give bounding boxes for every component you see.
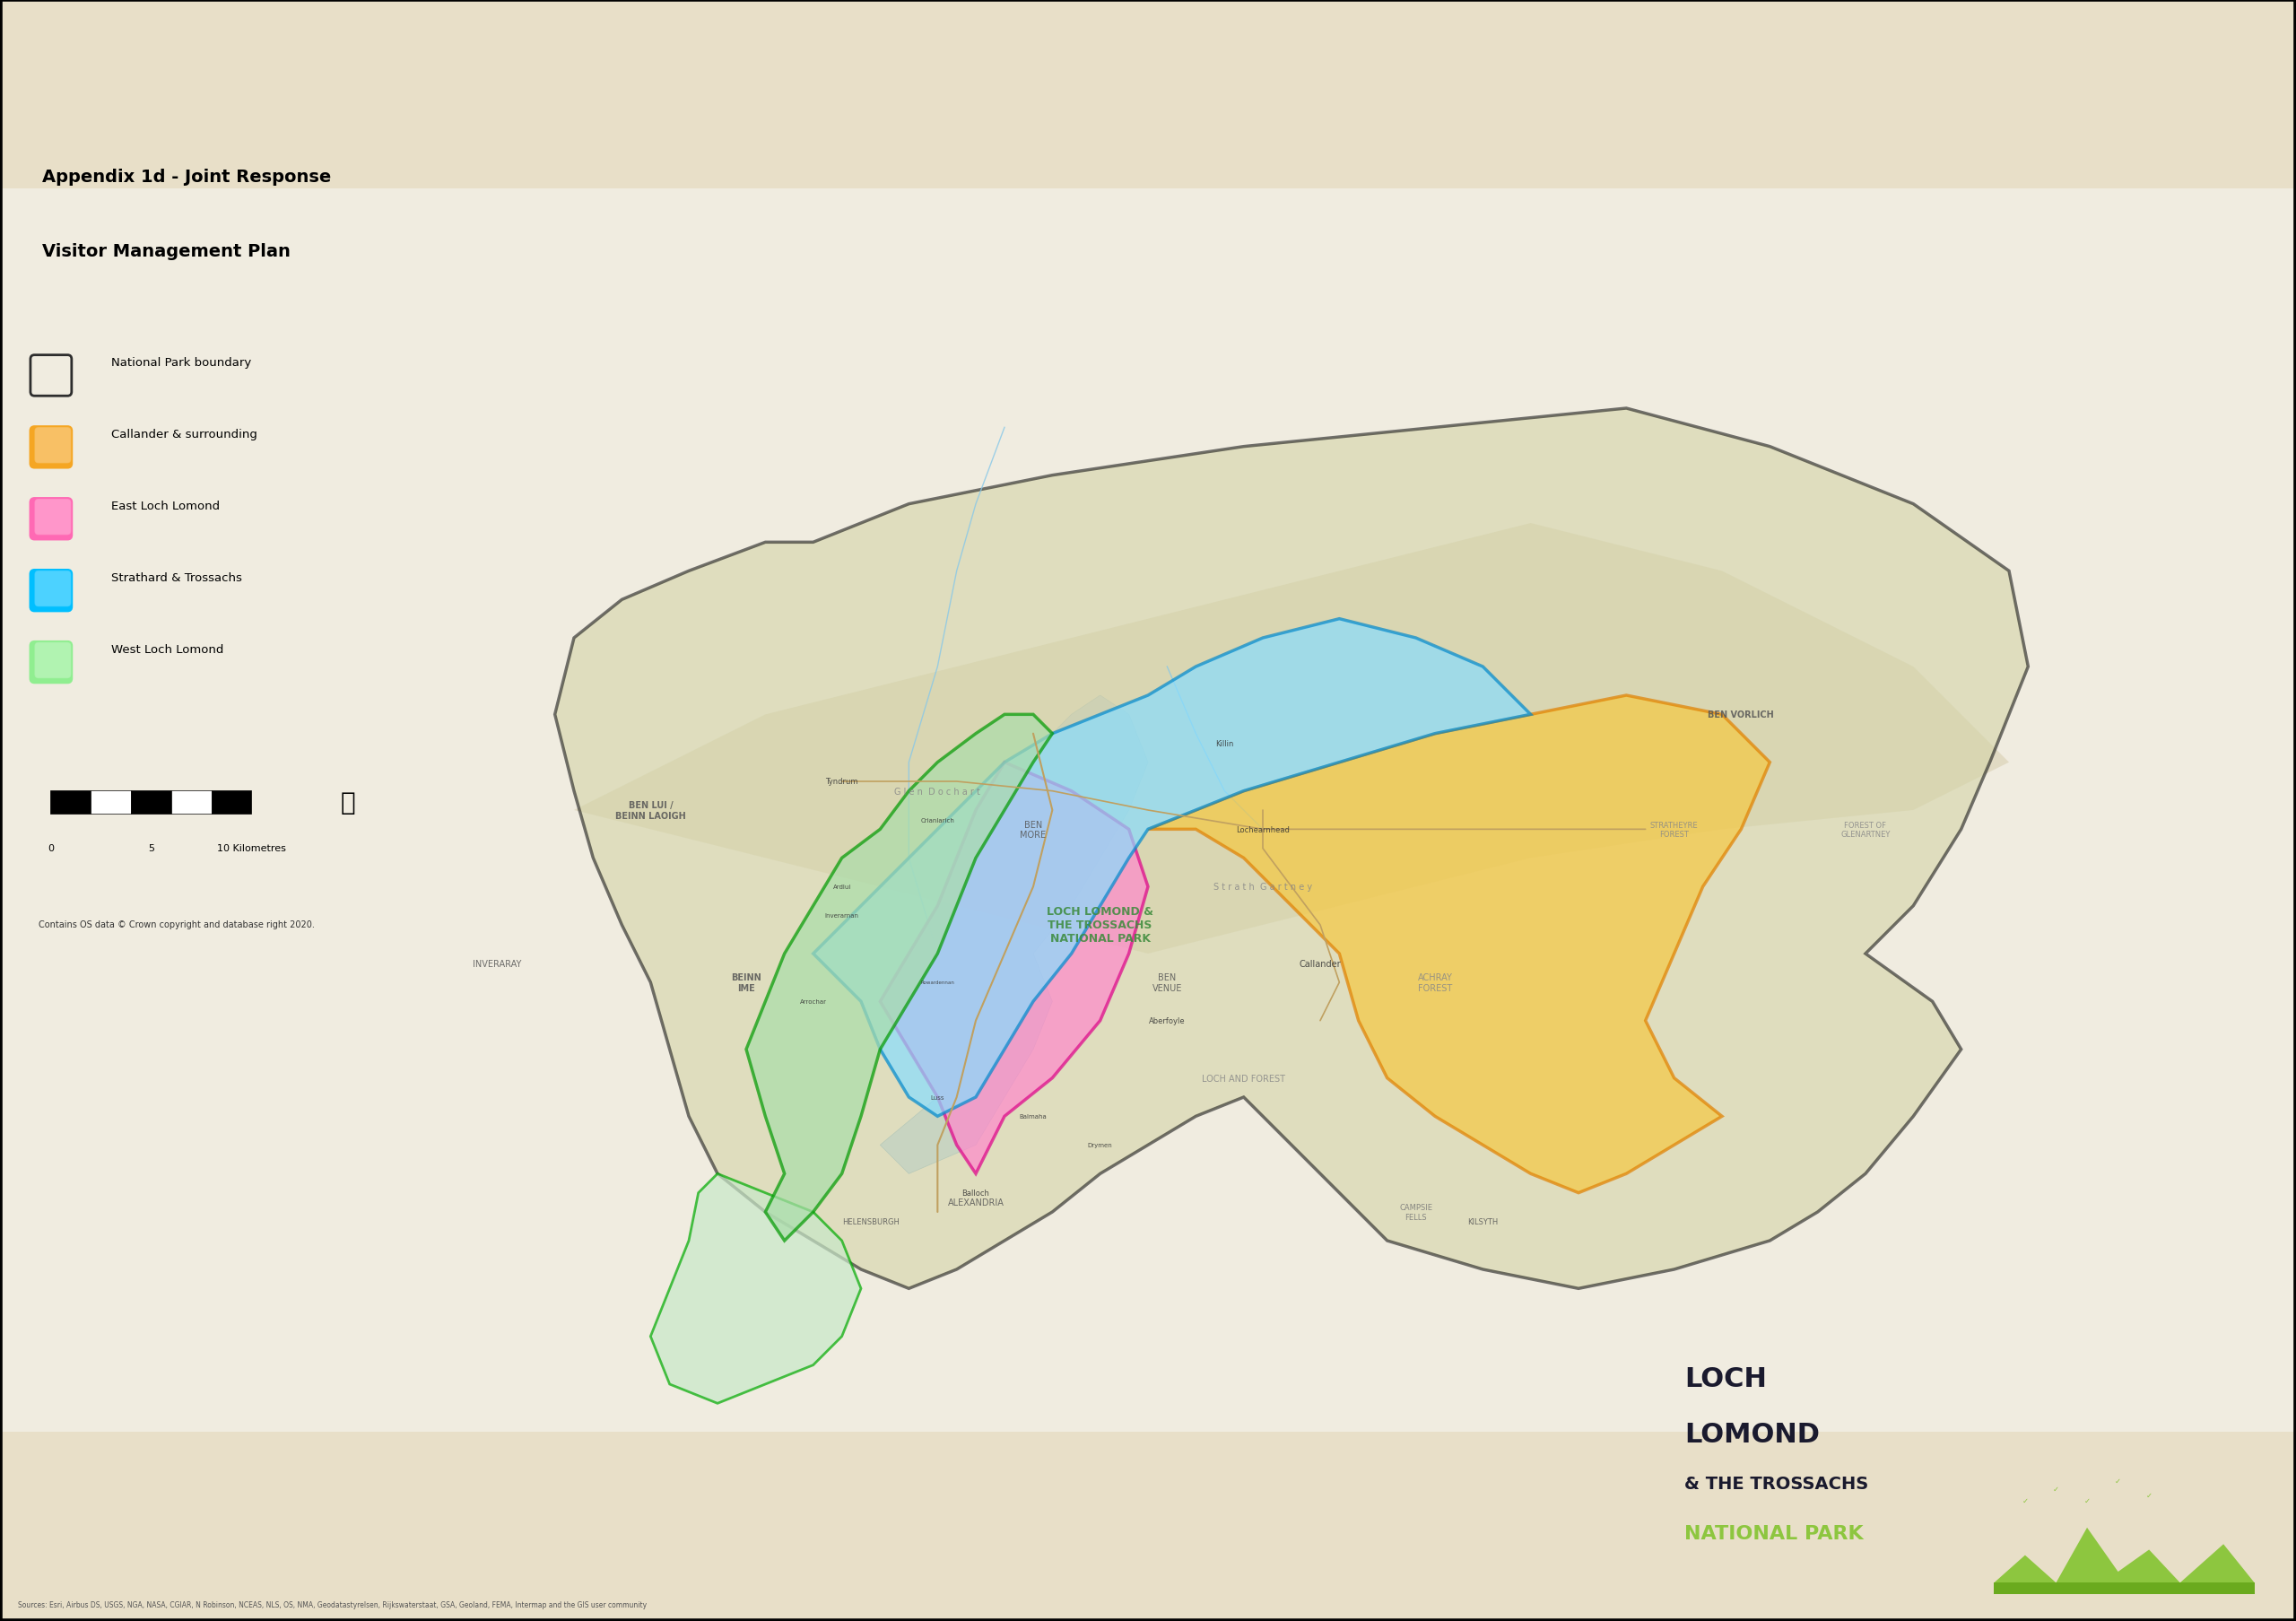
Text: ALEXANDRIA: ALEXANDRIA <box>948 1198 1003 1208</box>
Polygon shape <box>879 763 1148 1174</box>
Text: 0: 0 <box>48 843 53 853</box>
Text: East Loch Lomond: East Loch Lomond <box>110 501 220 512</box>
Text: & THE TROSSACHS: & THE TROSSACHS <box>1683 1475 1869 1491</box>
Text: BEN
VENUE: BEN VENUE <box>1153 973 1182 992</box>
Text: KILSYTH: KILSYTH <box>1467 1217 1499 1225</box>
FancyBboxPatch shape <box>34 499 71 535</box>
Text: Tyndrum: Tyndrum <box>827 778 859 786</box>
Bar <box>92 791 131 814</box>
Text: G l e n  D o c h a r t: G l e n D o c h a r t <box>895 786 980 796</box>
FancyBboxPatch shape <box>34 642 71 679</box>
Text: Visitor Management Plan: Visitor Management Plan <box>41 243 292 259</box>
Text: 5: 5 <box>147 843 154 853</box>
Bar <box>131 791 170 814</box>
FancyBboxPatch shape <box>30 642 71 682</box>
FancyBboxPatch shape <box>30 571 71 611</box>
FancyBboxPatch shape <box>30 499 71 540</box>
Polygon shape <box>574 524 2009 953</box>
Text: Crianlarich: Crianlarich <box>921 817 955 823</box>
Text: FOREST OF
GLENARTNEY: FOREST OF GLENARTNEY <box>1841 820 1890 838</box>
Polygon shape <box>746 715 1052 1240</box>
Polygon shape <box>1993 1527 2255 1582</box>
Text: LOMOND: LOMOND <box>1683 1422 1818 1448</box>
Polygon shape <box>1148 695 1770 1193</box>
Text: Contains OS data © Crown copyright and database right 2020.: Contains OS data © Crown copyright and d… <box>39 919 315 929</box>
Polygon shape <box>879 695 1148 1174</box>
Bar <box>211 791 253 814</box>
Text: West Loch Lomond: West Loch Lomond <box>110 644 223 655</box>
Text: Appendix 1d - Joint Response: Appendix 1d - Joint Response <box>41 169 331 185</box>
Text: ✓: ✓ <box>2053 1485 2060 1493</box>
Text: Balmaha: Balmaha <box>1019 1114 1047 1118</box>
Text: ✓: ✓ <box>2115 1477 2122 1485</box>
Text: ✓: ✓ <box>2147 1491 2151 1498</box>
Bar <box>170 791 211 814</box>
Polygon shape <box>813 619 1531 1117</box>
Text: S t r a t h  G a r t n e y: S t r a t h G a r t n e y <box>1212 882 1313 892</box>
Text: LOCH: LOCH <box>1683 1367 1766 1392</box>
Text: Sources: Esri, Airbus DS, USGS, NGA, NASA, CGIAR, N Robinson, NCEAS, NLS, OS, NM: Sources: Esri, Airbus DS, USGS, NGA, NAS… <box>18 1600 647 1608</box>
Text: Killin: Killin <box>1215 739 1233 747</box>
Text: Drymen: Drymen <box>1088 1143 1114 1148</box>
Text: NATIONAL PARK: NATIONAL PARK <box>1683 1524 1862 1542</box>
Text: Strathard & Trossachs: Strathard & Trossachs <box>110 572 241 584</box>
Text: Arrochar: Arrochar <box>799 999 827 1005</box>
FancyBboxPatch shape <box>34 428 71 464</box>
FancyBboxPatch shape <box>30 428 71 468</box>
Text: STRATHEYRE
FOREST: STRATHEYRE FOREST <box>1651 820 1699 838</box>
Text: National Park boundary: National Park boundary <box>110 357 250 368</box>
Polygon shape <box>0 190 2296 1431</box>
Text: Inverarnan: Inverarnan <box>824 913 859 919</box>
Text: Ardlui: Ardlui <box>833 885 852 890</box>
Text: ⌖: ⌖ <box>340 789 356 815</box>
Text: 10 Kilometres: 10 Kilometres <box>216 843 287 853</box>
Text: Lochearnhead: Lochearnhead <box>1235 825 1290 833</box>
Text: BEN
MORE: BEN MORE <box>1019 820 1047 840</box>
Text: Aberfoyle: Aberfoyle <box>1148 1016 1185 1024</box>
Text: Rowardennan: Rowardennan <box>921 981 955 986</box>
Text: Callander: Callander <box>1300 960 1341 968</box>
Text: ✓: ✓ <box>2023 1496 2027 1504</box>
Text: BEN VORLICH: BEN VORLICH <box>1708 710 1775 720</box>
Text: BEN LUI /
BEINN LAOIGH: BEN LUI / BEINN LAOIGH <box>615 801 687 820</box>
Text: INVERARAY: INVERARAY <box>473 960 521 968</box>
Text: LOCH LOMOND &
THE TROSSACHS
NATIONAL PARK: LOCH LOMOND & THE TROSSACHS NATIONAL PAR… <box>1047 906 1153 945</box>
Text: ACHRAY
FOREST: ACHRAY FOREST <box>1417 973 1453 992</box>
Text: CAMPSIE
FELLS: CAMPSIE FELLS <box>1398 1203 1433 1221</box>
Bar <box>51 791 92 814</box>
FancyBboxPatch shape <box>34 571 71 608</box>
Text: HELENSBURGH: HELENSBURGH <box>843 1217 900 1225</box>
Polygon shape <box>1993 1582 2255 1593</box>
Text: Balloch: Balloch <box>962 1188 990 1196</box>
Polygon shape <box>650 1174 861 1404</box>
Polygon shape <box>556 408 2027 1289</box>
Text: ✓: ✓ <box>2085 1496 2089 1504</box>
Text: Luss: Luss <box>930 1094 944 1101</box>
Text: BEINN
IME: BEINN IME <box>730 973 762 992</box>
Text: LOCH AND FOREST: LOCH AND FOREST <box>1203 1073 1286 1083</box>
Text: Callander & surrounding: Callander & surrounding <box>110 428 257 441</box>
